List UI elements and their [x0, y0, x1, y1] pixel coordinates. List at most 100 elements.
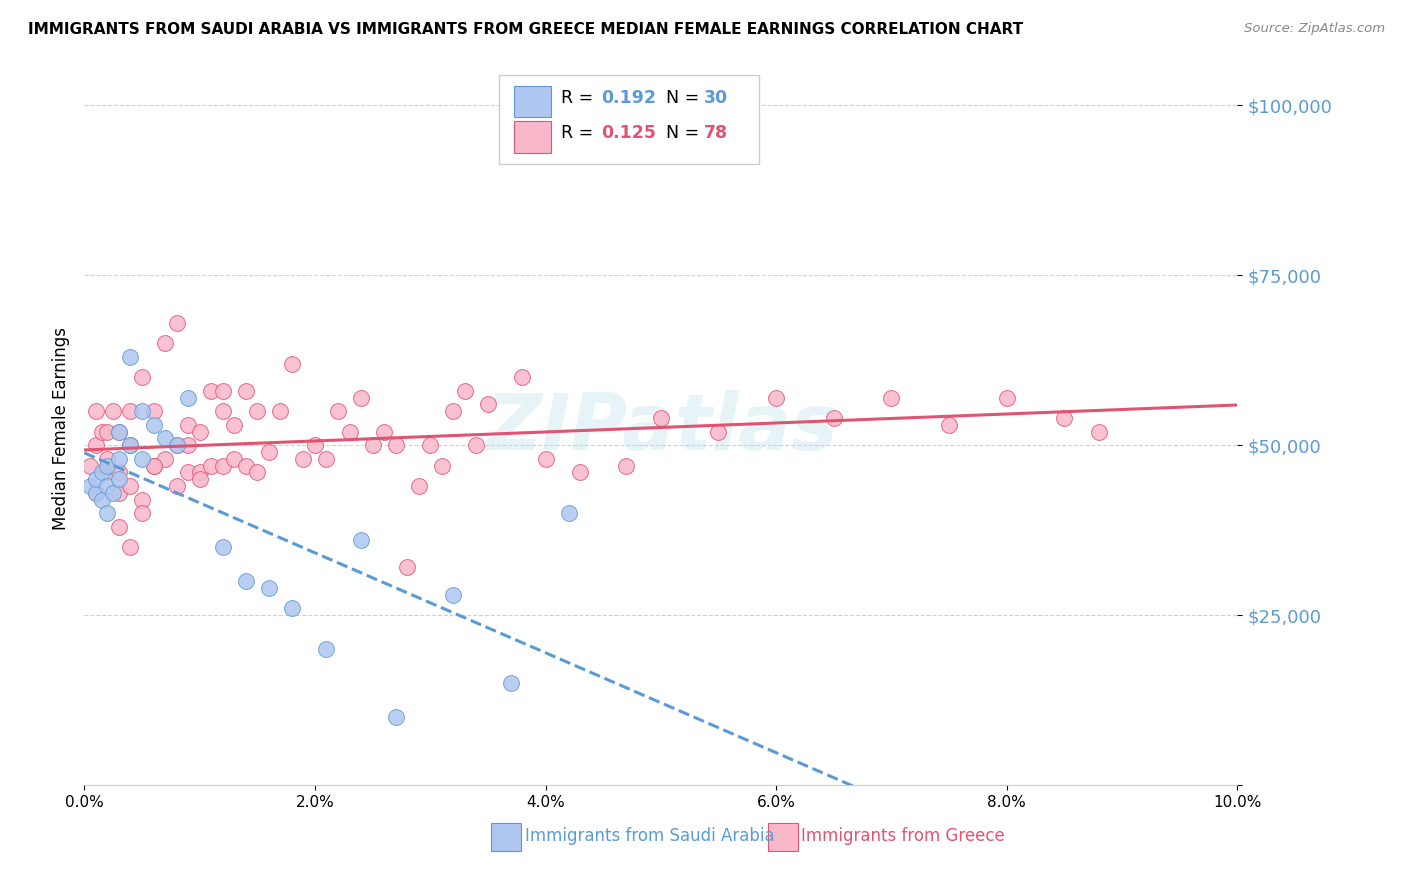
Point	[281, 601, 304, 615]
Point	[257, 445, 280, 459]
Text: N =: N =	[655, 89, 704, 107]
Point	[166, 316, 188, 330]
Point	[361, 438, 384, 452]
Point	[384, 438, 406, 452]
Point	[96, 479, 118, 493]
Point	[177, 417, 200, 432]
Point	[84, 485, 107, 500]
Text: 30: 30	[703, 89, 727, 107]
Text: Source: ZipAtlas.com: Source: ZipAtlas.com	[1244, 22, 1385, 36]
Point	[200, 384, 222, 398]
FancyBboxPatch shape	[768, 823, 799, 851]
Point	[188, 472, 211, 486]
Point	[569, 466, 592, 480]
Point	[995, 391, 1018, 405]
Point	[90, 492, 112, 507]
Point	[131, 404, 153, 418]
Point	[90, 466, 112, 480]
Point	[235, 458, 257, 473]
Text: ZIPatlas: ZIPatlas	[485, 390, 837, 467]
Text: 0.192: 0.192	[600, 89, 655, 107]
Point	[614, 458, 637, 473]
Point	[90, 425, 112, 439]
Point	[108, 451, 131, 466]
Point	[257, 581, 280, 595]
Point	[211, 384, 233, 398]
Point	[153, 431, 176, 445]
Point	[211, 404, 233, 418]
Point	[707, 425, 730, 439]
Point	[96, 451, 118, 466]
Point	[292, 451, 315, 466]
Point	[880, 391, 903, 405]
Point	[315, 642, 337, 657]
Point	[534, 451, 557, 466]
Point	[211, 458, 233, 473]
Point	[131, 451, 153, 466]
Point	[1053, 411, 1076, 425]
Point	[84, 438, 107, 452]
Point	[120, 350, 142, 364]
Point	[120, 404, 142, 418]
Point	[430, 458, 453, 473]
Point	[166, 438, 188, 452]
Point	[96, 458, 118, 473]
Point	[441, 404, 464, 418]
Point	[108, 485, 131, 500]
Point	[108, 466, 131, 480]
Point	[419, 438, 441, 452]
Point	[108, 472, 131, 486]
Point	[281, 357, 304, 371]
Point	[120, 540, 142, 554]
Y-axis label: Median Female Earnings: Median Female Earnings	[52, 326, 70, 530]
Point	[131, 370, 153, 384]
Text: Immigrants from Saudi Arabia: Immigrants from Saudi Arabia	[524, 827, 775, 845]
Point	[350, 391, 373, 405]
Point	[96, 506, 118, 520]
Point	[339, 425, 361, 439]
Point	[408, 479, 430, 493]
Point	[454, 384, 477, 398]
Text: Immigrants from Greece: Immigrants from Greece	[801, 827, 1005, 845]
Point	[103, 485, 124, 500]
Point	[188, 425, 211, 439]
FancyBboxPatch shape	[499, 75, 759, 164]
Point	[938, 417, 960, 432]
Point	[142, 458, 165, 473]
Point	[96, 425, 118, 439]
Point	[177, 391, 200, 405]
Point	[103, 404, 124, 418]
Point	[499, 676, 522, 690]
Point	[142, 417, 165, 432]
Point	[120, 438, 142, 452]
Point	[441, 588, 464, 602]
Point	[131, 492, 153, 507]
Point	[120, 479, 142, 493]
Point	[304, 438, 326, 452]
Point	[1088, 425, 1111, 439]
Point	[246, 466, 269, 480]
Text: 78: 78	[703, 125, 727, 143]
Point	[326, 404, 349, 418]
Point	[153, 336, 176, 351]
Point	[84, 472, 107, 486]
Point	[246, 404, 269, 418]
Point	[131, 506, 153, 520]
Point	[142, 458, 165, 473]
Point	[108, 425, 131, 439]
Text: N =: N =	[655, 125, 704, 143]
Point	[557, 506, 579, 520]
Point	[315, 451, 337, 466]
Point	[166, 438, 188, 452]
Point	[166, 479, 188, 493]
Point	[269, 404, 291, 418]
Point	[384, 710, 406, 724]
Point	[79, 479, 101, 493]
Point	[84, 404, 107, 418]
Point	[235, 574, 257, 588]
Point	[79, 458, 101, 473]
Point	[650, 411, 672, 425]
Point	[765, 391, 787, 405]
Point	[120, 438, 142, 452]
Point	[224, 451, 246, 466]
